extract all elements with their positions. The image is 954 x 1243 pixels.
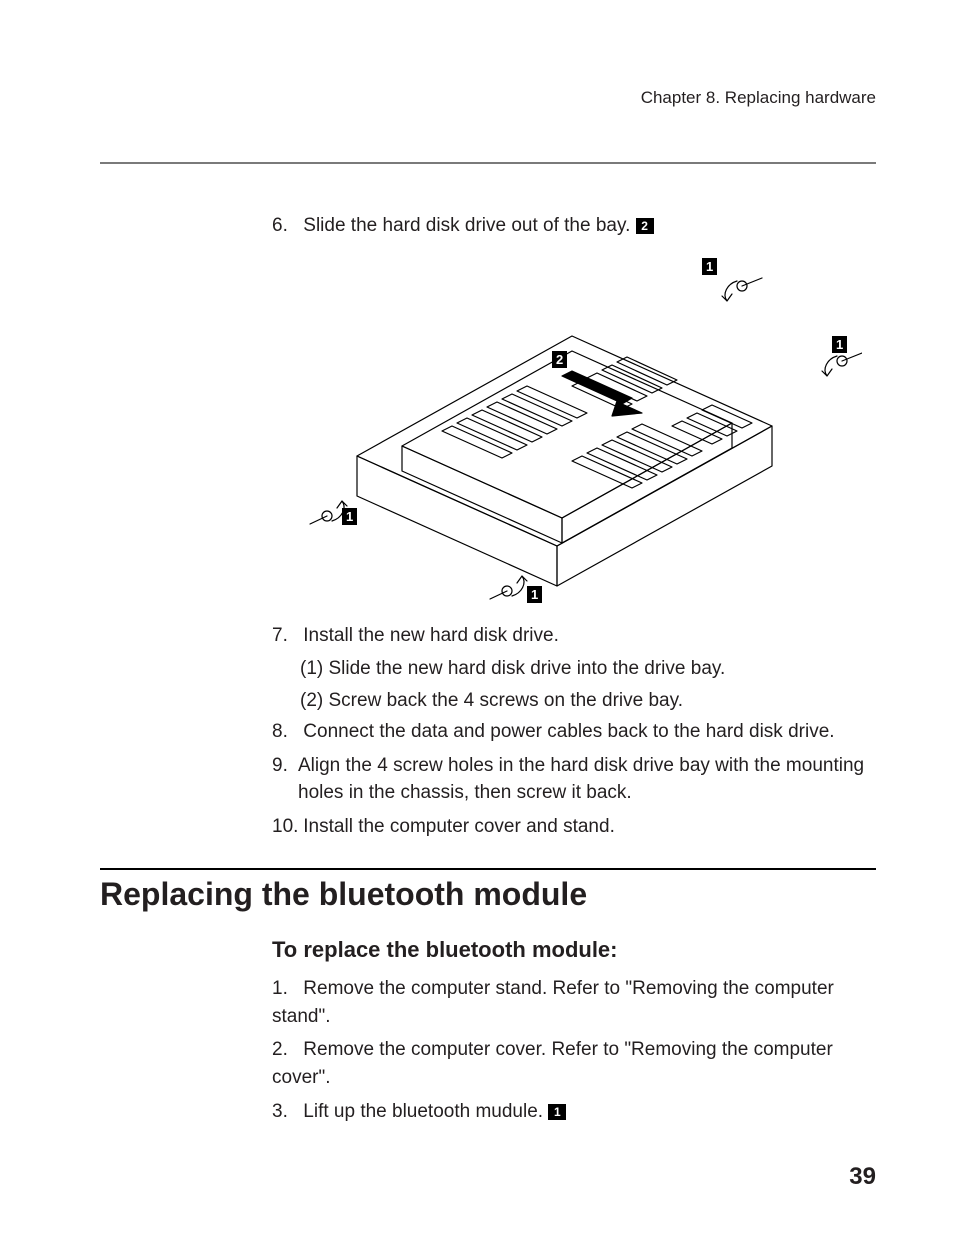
figure-callout-2: 2 <box>552 351 567 368</box>
bt-step-2: 2. Remove the computer cover. Refer to "… <box>272 1036 876 1091</box>
step-6: 6. Slide the hard disk drive out of the … <box>272 212 876 240</box>
step-7: 7. Install the new hard disk drive. <box>272 622 876 650</box>
step-7-sub1: (1) Slide the new hard disk drive into t… <box>300 655 876 683</box>
step-9-number: 9. <box>272 752 298 807</box>
step-6-callout: 2 <box>636 218 654 234</box>
step-9: 9. Align the 4 screw holes in the hard d… <box>272 752 876 807</box>
step-10-number: 10. <box>272 813 298 841</box>
step-7-number: 7. <box>272 622 298 650</box>
content-block-2: To replace the bluetooth module: 1. Remo… <box>272 937 876 1125</box>
step-6-text: Slide the hard disk drive out of the bay… <box>303 215 635 236</box>
step-8: 8. Connect the data and power cables bac… <box>272 718 876 746</box>
bt-step-1-number: 1. <box>272 975 298 1003</box>
page: Chapter 8. Replacing hardware 6. Slide t… <box>0 0 954 1243</box>
bt-step-3-text: Lift up the bluetooth mudule. <box>303 1101 543 1122</box>
bt-step-2-number: 2. <box>272 1036 298 1064</box>
bt-step-3-number: 3. <box>272 1098 298 1126</box>
step-6-number: 6. <box>272 212 298 240</box>
running-header: Chapter 8. Replacing hardware <box>100 88 876 114</box>
header-rule <box>100 162 876 164</box>
section-title: Replacing the bluetooth module <box>100 876 876 913</box>
bt-step-2-text: Remove the computer cover. Refer to "Rem… <box>272 1039 833 1088</box>
figure-callout-1d: 1 <box>527 586 542 603</box>
bt-step-1: 1. Remove the computer stand. Refer to "… <box>272 975 876 1030</box>
figure-callout-1c: 1 <box>342 508 357 525</box>
hard-drive-figure: 1 1 1 1 2 <box>272 246 862 606</box>
bt-step-1-text: Remove the computer stand. Refer to "Rem… <box>272 978 834 1027</box>
chapter-label: Chapter 8. Replacing hardware <box>641 88 876 107</box>
bt-step-3: 3. Lift up the bluetooth mudule. 1 <box>272 1098 876 1126</box>
section-subtitle: To replace the bluetooth module: <box>272 937 876 963</box>
step-7-text: Install the new hard disk drive. <box>303 625 559 646</box>
step-10-text: Install the computer cover and stand. <box>303 816 615 837</box>
step-9-text: Align the 4 screw holes in the hard disk… <box>298 752 876 807</box>
step-8-text: Connect the data and power cables back t… <box>303 721 834 742</box>
step-10: 10. Install the computer cover and stand… <box>272 813 876 841</box>
step-7-sub2: (2) Screw back the 4 screws on the drive… <box>300 687 876 715</box>
content-block-1: 6. Slide the hard disk drive out of the … <box>272 212 876 840</box>
page-number: 39 <box>849 1163 876 1191</box>
step-8-number: 8. <box>272 718 298 746</box>
section-rule <box>100 868 876 870</box>
figure-callout-1b: 1 <box>832 336 847 353</box>
figure-callout-1a: 1 <box>702 258 717 275</box>
bt-step-3-callout: 1 <box>548 1104 566 1120</box>
